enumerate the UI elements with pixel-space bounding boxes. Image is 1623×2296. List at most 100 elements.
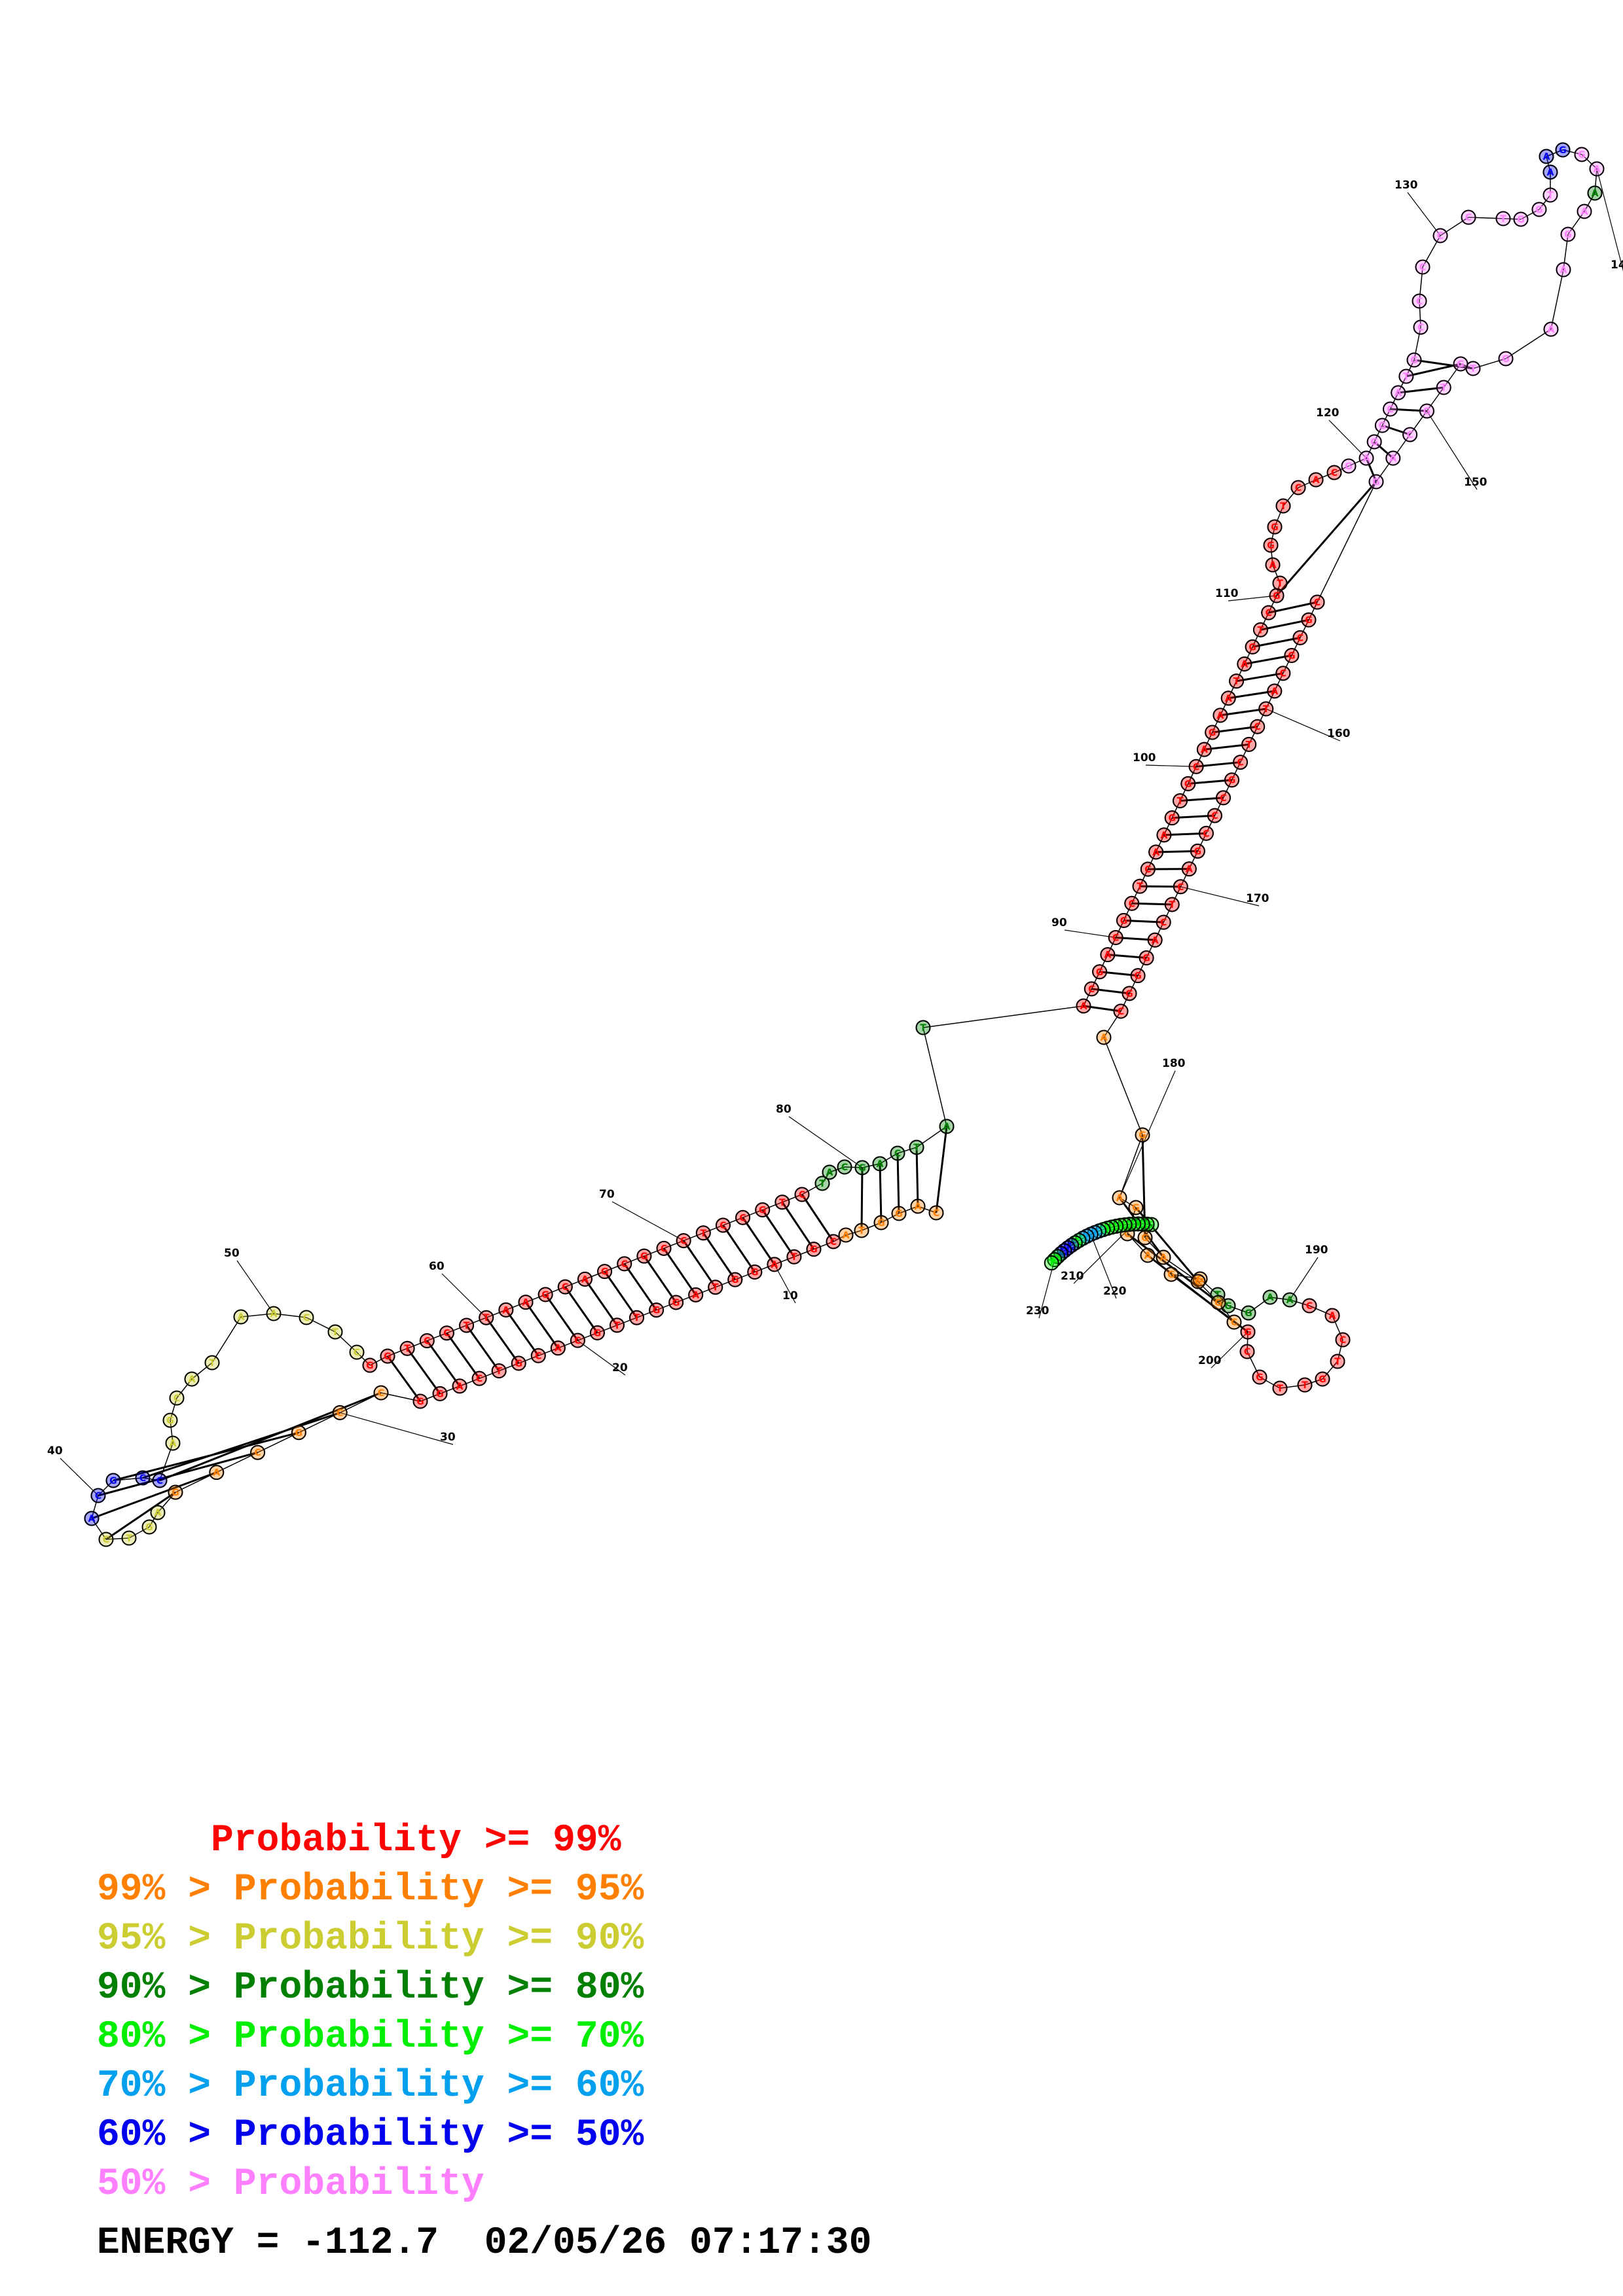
nucleotide: C	[1190, 1274, 1206, 1289]
nucleotide: G	[1180, 776, 1196, 791]
nucleotide-letter: A	[1217, 711, 1224, 721]
backbone-segment	[356, 1352, 371, 1366]
tick-label: 180	[1162, 1057, 1186, 1070]
nucleotide-letter: C	[1112, 933, 1119, 944]
nucleotide: T	[708, 1280, 723, 1295]
nucleotide-letter: C	[1266, 608, 1272, 619]
nucleotide: T	[915, 1020, 931, 1035]
backbone-segment	[558, 1340, 578, 1349]
nucleotide: A	[577, 1271, 593, 1287]
nucleotide-letter: T	[614, 1321, 621, 1331]
base-pair-line	[1268, 601, 1318, 614]
backbone-segment	[128, 1526, 150, 1539]
nucleotide: T	[1173, 793, 1188, 808]
backbone-segment	[1119, 1197, 1137, 1208]
nucleotide-letter: G	[640, 1251, 648, 1262]
tick-label: 120	[1316, 406, 1340, 420]
nucleotide-letter: T	[1092, 1228, 1099, 1238]
backbone-segment	[1231, 762, 1241, 781]
nucleotide-letter: T	[404, 1344, 410, 1354]
nucleotide: G	[511, 1355, 526, 1371]
nucleotide-letter: A	[1186, 865, 1193, 875]
nucleotide: A	[1542, 164, 1558, 180]
backbone-lines	[91, 149, 1597, 1540]
nucleotide-letter: G	[1141, 1233, 1149, 1244]
nucleotide-letter: C	[1096, 1227, 1103, 1237]
nucleotide: C	[1290, 480, 1306, 495]
backbone-segment	[1334, 465, 1349, 473]
nucleotide-letter: A	[692, 1290, 699, 1300]
nucleotide-letter: G	[1305, 615, 1313, 626]
backbone-segment	[676, 1294, 696, 1303]
nucleotide: G	[891, 1206, 907, 1221]
backbone-segment	[1137, 958, 1147, 976]
nucleotide: G	[1122, 986, 1137, 1001]
tick-line	[1407, 192, 1441, 236]
nucleotide-letter: C	[254, 1448, 261, 1458]
nucleotide: C	[530, 1348, 546, 1363]
backbone-segment	[577, 1332, 598, 1341]
tick-label: 150	[1464, 476, 1487, 489]
nucleotide-letter: A	[1543, 152, 1550, 162]
backbone-segment	[1259, 1376, 1281, 1389]
nucleotide-letter: G	[1168, 814, 1176, 824]
tick-label: 220	[1103, 1285, 1127, 1298]
nucleotide: T	[786, 1249, 802, 1265]
nucleotide: A	[498, 1302, 514, 1318]
nucleotide-letter: G	[1288, 651, 1296, 662]
nucleotide: A	[452, 1378, 467, 1394]
backbone-segment	[407, 1340, 428, 1349]
nucleotide-letter: A	[1271, 687, 1278, 697]
nucleotide-letter: G	[601, 1267, 609, 1278]
nucleotide: C	[1207, 808, 1222, 823]
backbone-segment	[1222, 780, 1233, 798]
backbone-segment	[1520, 209, 1540, 220]
nucleotide: G	[1116, 912, 1131, 928]
nucleotide: G	[806, 1242, 822, 1257]
nucleotide: T	[1465, 361, 1481, 376]
nucleotide: A	[1100, 947, 1116, 963]
nucleotide: G	[636, 1248, 652, 1264]
nucleotide: C	[1412, 293, 1427, 309]
nucleotide-letter: G	[366, 1361, 374, 1371]
nucleotide: G	[1368, 474, 1384, 490]
nucleotide-letter: C	[1416, 296, 1423, 307]
tick-label: 230	[1026, 1304, 1049, 1318]
backbone-segment	[1546, 156, 1551, 173]
backbone-segment	[1188, 766, 1197, 784]
nucleotide-letter: A	[555, 1344, 562, 1354]
nucleotide-letter: C	[1331, 468, 1338, 478]
nucleotide-letter: C	[1254, 722, 1261, 732]
nucleotide-letter: T	[1334, 1357, 1341, 1367]
nucleotide: A	[1156, 827, 1172, 843]
nucleotide: A	[84, 1511, 100, 1526]
nucleotide-letter: G	[1559, 145, 1567, 156]
nucleotide-letter: G	[1502, 354, 1510, 365]
nucleotide-letter: T	[483, 1313, 490, 1323]
nucleotide: A	[1282, 1292, 1298, 1308]
backbone-segment	[1337, 1339, 1343, 1362]
backbone-segment	[597, 1325, 617, 1334]
base-pair-line	[426, 1340, 461, 1387]
nucleotide-letter: C	[1220, 793, 1226, 804]
backbone-segment	[170, 1397, 177, 1421]
nucleotide: G	[168, 1484, 183, 1500]
nucleotide-letter: A	[826, 1168, 833, 1178]
nucleotide-letter: T	[464, 1321, 470, 1331]
nucleotide: G	[1263, 537, 1279, 553]
backbone-segment	[1260, 612, 1269, 630]
backbone-segment	[1283, 487, 1299, 507]
nucleotide-letter: C	[1437, 231, 1444, 242]
backbone-segment	[1472, 358, 1506, 369]
backbone-segment	[793, 1248, 814, 1257]
nucleotide: A	[150, 1505, 166, 1520]
nucleotide-letter: C	[933, 1208, 939, 1219]
nucleotide-letter: A	[943, 1122, 951, 1132]
legend-row-below-50: 50% > Probability	[97, 2163, 484, 2206]
nucleotide-letter: A	[1286, 1295, 1294, 1306]
nucleotide-letter: C	[173, 1393, 180, 1404]
nucleotide-letter: T	[1258, 625, 1264, 636]
nucleotide: C	[1302, 1298, 1317, 1314]
nucleotide-letter: T	[858, 1226, 865, 1236]
nucleotide-letter: T	[1277, 579, 1283, 589]
